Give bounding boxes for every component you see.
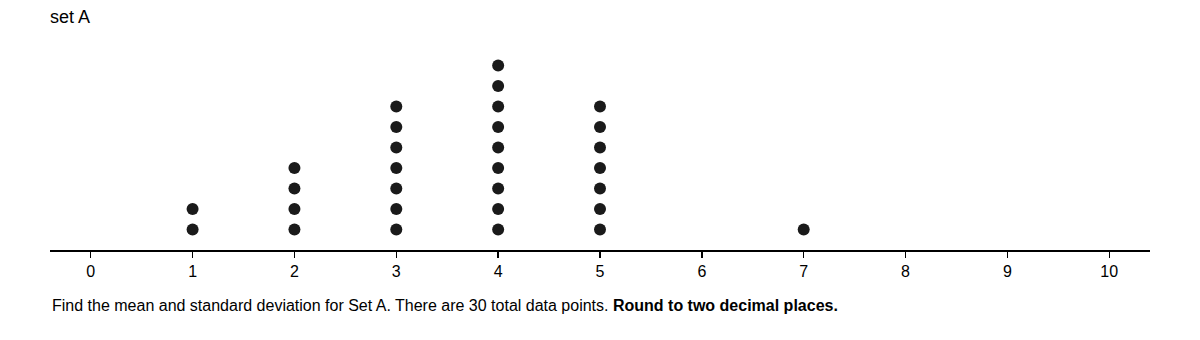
svg-text:8: 8 (901, 263, 910, 280)
svg-text:1: 1 (188, 263, 197, 280)
svg-text:6: 6 (697, 263, 706, 280)
svg-text:2: 2 (290, 263, 299, 280)
svg-text:3: 3 (392, 263, 401, 280)
svg-text:7: 7 (799, 263, 808, 280)
svg-text:10: 10 (1100, 263, 1118, 280)
svg-text:9: 9 (1003, 263, 1012, 280)
svg-text:set A: set A (50, 7, 90, 27)
svg-text:5: 5 (596, 263, 605, 280)
svg-text:Find the mean and standard dev: Find the mean and standard deviation for… (52, 297, 838, 314)
svg-text:0: 0 (86, 263, 95, 280)
svg-text:4: 4 (494, 263, 503, 280)
